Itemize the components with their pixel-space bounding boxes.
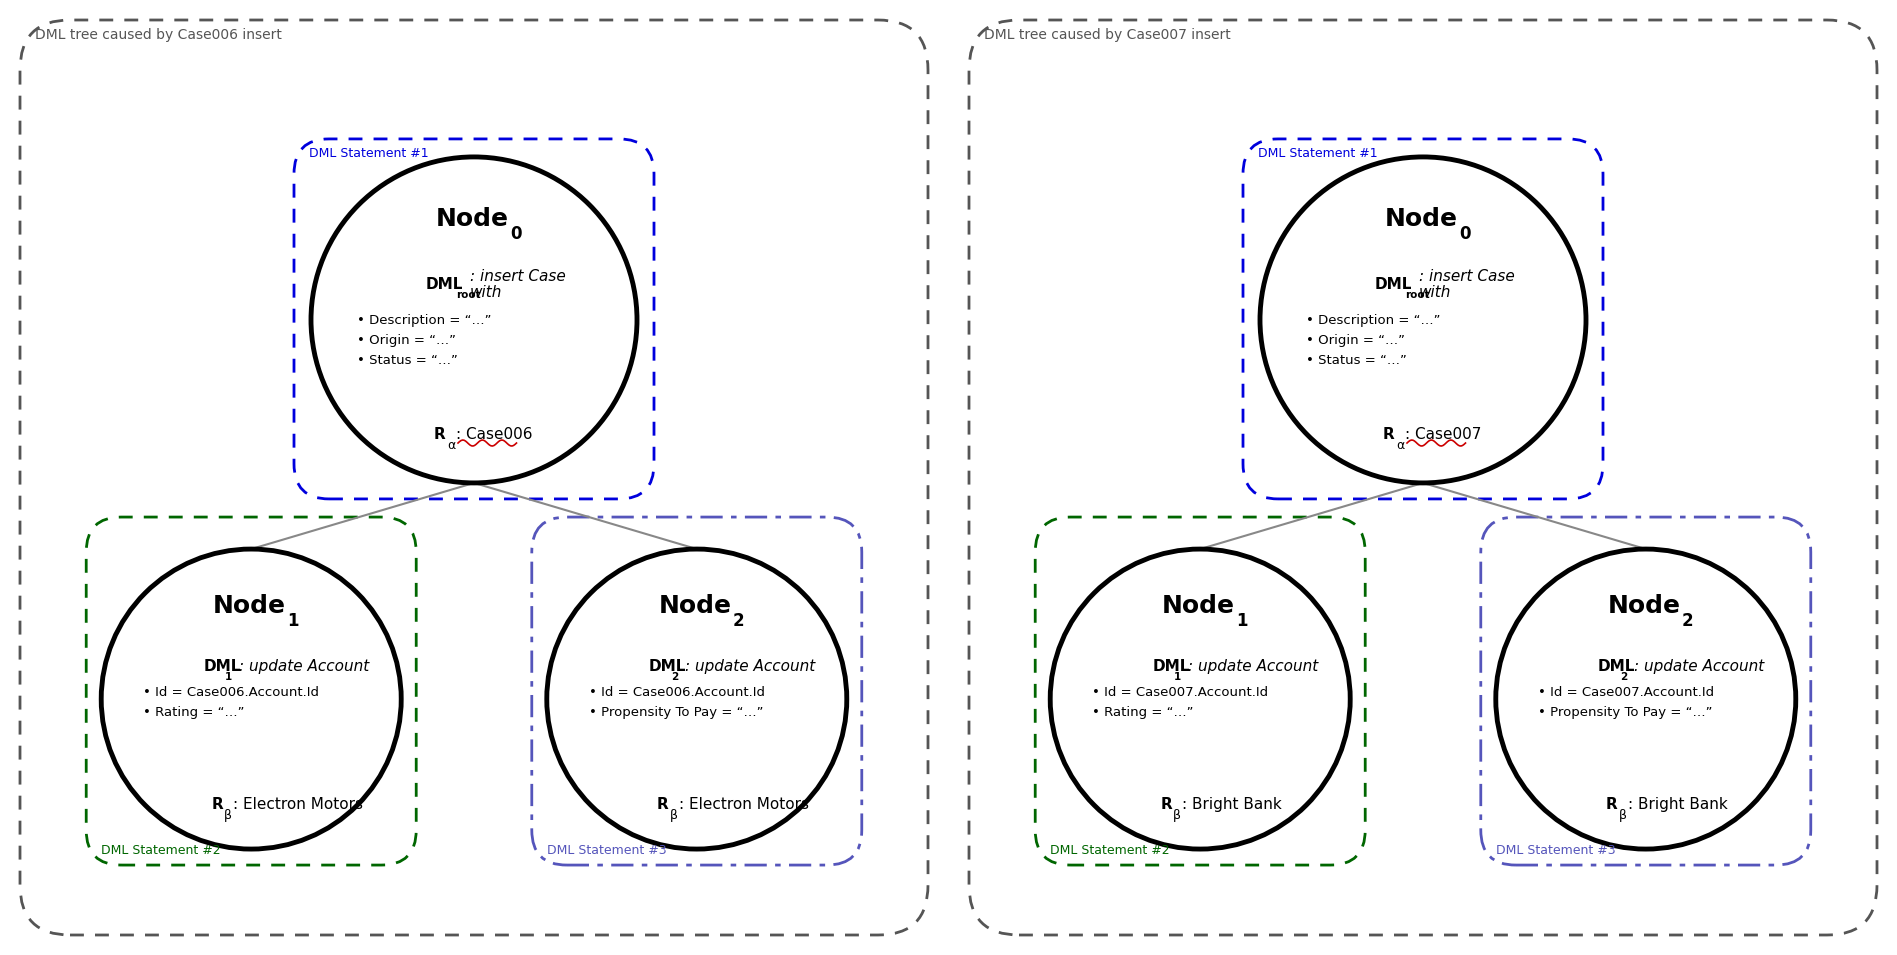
Text: • Id = Case007.Account.Id: • Id = Case007.Account.Id [1093,686,1269,698]
Text: R: R [434,427,446,441]
Text: : update Account: : update Account [685,659,816,673]
Text: Node: Node [1607,594,1681,618]
Text: Node: Node [658,594,730,618]
Text: 1: 1 [286,612,298,630]
Text: : Bright Bank: : Bright Bank [1628,796,1728,812]
Circle shape [311,157,637,483]
Text: β: β [224,809,231,822]
Circle shape [101,549,402,849]
Text: root: root [1406,290,1430,300]
Circle shape [1495,549,1796,849]
Text: : insert Case: : insert Case [470,268,565,284]
Text: : Electron Motors: : Electron Motors [679,796,808,812]
Text: R: R [211,796,224,812]
Text: α: α [448,439,455,452]
Text: DML: DML [427,277,463,291]
Text: R: R [656,796,668,812]
Text: 2: 2 [672,672,677,682]
Text: • Id = Case006.Account.Id: • Id = Case006.Account.Id [142,686,319,698]
Circle shape [1260,157,1586,483]
Text: • Origin = “…”: • Origin = “…” [357,333,455,347]
Text: • Id = Case007.Account.Id: • Id = Case007.Account.Id [1538,686,1713,698]
Circle shape [546,549,846,849]
Text: Node: Node [436,207,508,231]
Text: 0: 0 [1459,224,1470,243]
Text: 1: 1 [226,672,233,682]
Text: • Propensity To Pay = “…”: • Propensity To Pay = “…” [588,706,763,718]
Text: R: R [1605,796,1618,812]
Text: • Rating = “…”: • Rating = “…” [142,706,245,718]
Text: R: R [1161,796,1172,812]
Text: 1: 1 [1237,612,1248,630]
Text: DML tree caused by Case007 insert: DML tree caused by Case007 insert [985,28,1231,42]
Text: Node: Node [1161,594,1235,618]
Text: 2: 2 [732,612,744,630]
Text: : insert Case: : insert Case [1419,268,1514,284]
Text: DML Statement #3: DML Statement #3 [546,844,666,857]
Circle shape [1051,549,1351,849]
Text: • Propensity To Pay = “…”: • Propensity To Pay = “…” [1538,706,1713,718]
Text: 2: 2 [1683,612,1694,630]
Text: • Status = “…”: • Status = “…” [1305,353,1406,367]
Text: • Id = Case006.Account.Id: • Id = Case006.Account.Id [588,686,764,698]
Text: DML Statement #1: DML Statement #1 [309,147,429,159]
Text: • Rating = “…”: • Rating = “…” [1093,706,1193,718]
Text: with: with [1419,285,1451,300]
Text: 0: 0 [510,224,522,243]
Text: α: α [1396,439,1404,452]
Text: • Status = “…”: • Status = “…” [357,353,457,367]
Text: : Case007: : Case007 [1406,427,1482,441]
Text: 2: 2 [1620,672,1628,682]
Text: • Description = “…”: • Description = “…” [357,313,491,327]
Text: DML Statement #3: DML Statement #3 [1495,844,1616,857]
Text: : update Account: : update Account [1633,659,1764,673]
Text: 1: 1 [1174,672,1182,682]
Text: DML: DML [1375,277,1413,291]
Text: Node: Node [212,594,286,618]
Text: β: β [1172,809,1182,822]
Text: DML Statement #2: DML Statement #2 [101,844,220,857]
Text: with: with [470,285,503,300]
Text: DML tree caused by Case006 insert: DML tree caused by Case006 insert [34,28,283,42]
Text: DML: DML [1597,659,1635,673]
Text: : update Account: : update Account [239,659,370,673]
Text: DML: DML [203,659,241,673]
Text: • Description = “…”: • Description = “…” [1305,313,1440,327]
Text: DML: DML [649,659,687,673]
Text: DML Statement #2: DML Statement #2 [1051,844,1170,857]
Text: • Origin = “…”: • Origin = “…” [1305,333,1404,347]
Text: Node: Node [1385,207,1457,231]
Text: : Case006: : Case006 [455,427,533,441]
Text: root: root [455,290,480,300]
Text: : update Account: : update Account [1188,659,1318,673]
Text: DML Statement #1: DML Statement #1 [1258,147,1377,159]
Text: β: β [1618,809,1628,822]
Text: β: β [670,809,677,822]
Text: : Bright Bank: : Bright Bank [1182,796,1282,812]
Text: : Electron Motors: : Electron Motors [233,796,362,812]
Text: R: R [1383,427,1394,441]
Text: DML: DML [1151,659,1189,673]
